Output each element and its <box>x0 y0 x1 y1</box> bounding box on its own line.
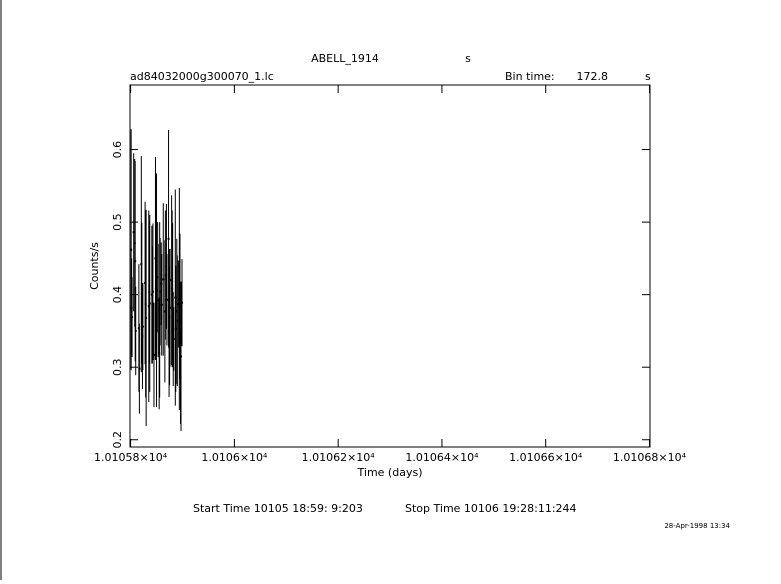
data-point <box>134 329 137 332</box>
data-point <box>154 287 157 290</box>
data-point <box>177 303 180 306</box>
data-point <box>130 248 133 251</box>
data-point <box>162 278 165 281</box>
data-point <box>155 289 158 292</box>
data-point <box>141 325 144 328</box>
data-point <box>145 316 148 319</box>
bin-time: 172.8 <box>577 70 609 83</box>
plot-frame <box>129 84 651 448</box>
data-point <box>157 299 160 302</box>
data-point <box>152 353 155 356</box>
data-point <box>168 330 171 333</box>
bin-time-unit: s <box>645 70 651 83</box>
x-tick-label: 1.0106×10⁴ <box>201 451 268 464</box>
data-point <box>163 310 166 313</box>
x-tick-label: 1.01064×10⁴ <box>405 451 479 464</box>
y-axis-label: Counts/s <box>88 242 101 290</box>
x-tick-label: 1.01068×10⁴ <box>613 451 687 464</box>
data-point <box>165 265 168 268</box>
data-point <box>180 355 183 358</box>
x-axis-label: Time (days) <box>357 466 423 479</box>
data-point <box>175 310 178 313</box>
file-name: ad84032000g300070_1.lc <box>130 70 274 83</box>
data-point <box>158 308 161 311</box>
chart-title: ABELL_1914 <box>311 52 379 65</box>
data-point <box>172 337 175 340</box>
x-tick-label: 1.01058×10⁴ <box>94 451 168 464</box>
data-point <box>156 276 159 279</box>
data-point <box>160 303 163 306</box>
data-point <box>131 316 134 319</box>
x-tick-label: 1.01066×10⁴ <box>509 451 583 464</box>
data-point <box>151 290 154 293</box>
data-point <box>158 352 161 355</box>
data-point <box>137 327 140 330</box>
data-point <box>134 260 137 263</box>
data-point <box>165 298 168 301</box>
y-tick-label: 0.6 <box>111 141 124 159</box>
data-point <box>167 237 170 240</box>
data-point <box>174 327 177 330</box>
data-point <box>148 302 151 305</box>
data-point <box>178 298 181 301</box>
data-point <box>164 274 167 277</box>
y-tick-label: 0.4 <box>111 286 124 304</box>
title-unit: s <box>465 52 471 65</box>
data-point <box>140 263 143 266</box>
data-point <box>171 287 174 290</box>
data-point <box>147 305 150 308</box>
data-point <box>138 367 141 370</box>
data-point <box>144 282 147 285</box>
x-tick-label: 1.01062×10⁴ <box>302 451 376 464</box>
bin-time-label: Bin time: <box>505 70 555 83</box>
data-point <box>140 292 143 295</box>
stop-time: Stop Time 10106 19:28:11:244 <box>405 502 577 515</box>
data-point <box>180 301 183 304</box>
data-point <box>144 303 147 306</box>
data-point <box>150 293 153 296</box>
data-point <box>179 375 182 378</box>
date-stamp: 28-Apr-1998 13:34 <box>664 522 730 530</box>
data-point <box>176 319 179 322</box>
data-point <box>170 279 173 282</box>
start-time: Start Time 10105 18:59: 9:203 <box>193 502 363 515</box>
data-point <box>159 290 162 293</box>
y-tick-label: 0.3 <box>111 358 124 376</box>
data-point <box>132 231 135 234</box>
data-point <box>171 293 174 296</box>
data-point <box>178 305 181 308</box>
y-tick-label: 0.5 <box>111 213 124 231</box>
data-point <box>169 306 172 309</box>
y-tick-label: 0.2 <box>111 431 124 449</box>
data-point <box>151 303 154 306</box>
